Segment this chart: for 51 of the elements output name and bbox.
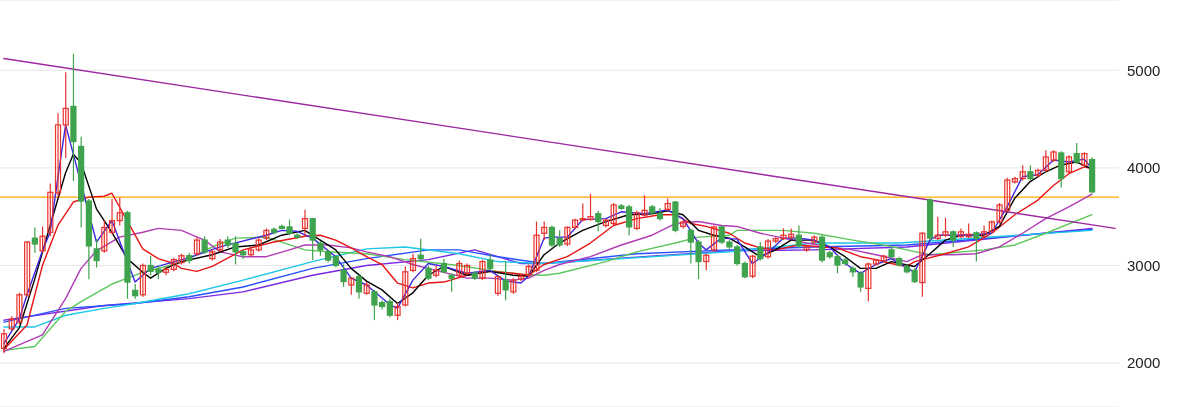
y-tick-label: 2000 [1127,354,1161,372]
candlestick [139,262,147,298]
candlestick [1073,142,1080,165]
candlestick [973,230,980,263]
candlestick [502,260,509,301]
candlestick [818,234,826,264]
candlestick [193,236,201,257]
candlestick [93,238,100,269]
candlestick [595,210,602,232]
candlestick [0,328,8,354]
candlestick [463,262,471,276]
candlestick [355,274,363,300]
candlestick [402,265,409,308]
candlestick [980,224,988,239]
candlestick [108,198,116,235]
candlestick [757,241,764,262]
candlestick [39,225,46,254]
candlestick [301,209,309,237]
candlestick [31,226,38,254]
candlestick [795,224,802,249]
candlestick [764,238,772,260]
candlestick [386,298,393,318]
candlestick [517,273,525,282]
candlestick [54,112,62,198]
candlestick [919,231,926,298]
candlestick [309,217,316,261]
candlestick [62,71,69,159]
candlestick [409,253,417,273]
candlestick [47,182,54,237]
candlestick [101,219,108,254]
candlestick [710,224,718,253]
candlestick [247,247,255,258]
candlestick [479,259,486,281]
candlestick [1065,154,1073,175]
candlestick [602,218,610,229]
candlestick [541,220,548,241]
candlestick [749,254,756,279]
candlestick [216,238,224,253]
candlestick [1035,168,1042,179]
candlestick [448,272,455,293]
y-tick-label: 3000 [1127,256,1161,274]
candlestick [865,261,872,303]
y-tick-label: 5000 [1127,61,1161,79]
y-tick-label: 4000 [1127,159,1161,177]
candlestick [340,263,347,288]
candlestick [494,274,501,297]
candlestick [857,270,864,293]
candlestick [610,202,617,227]
candlestick [656,207,664,222]
candlestick [116,197,123,227]
candlestick [957,227,965,239]
